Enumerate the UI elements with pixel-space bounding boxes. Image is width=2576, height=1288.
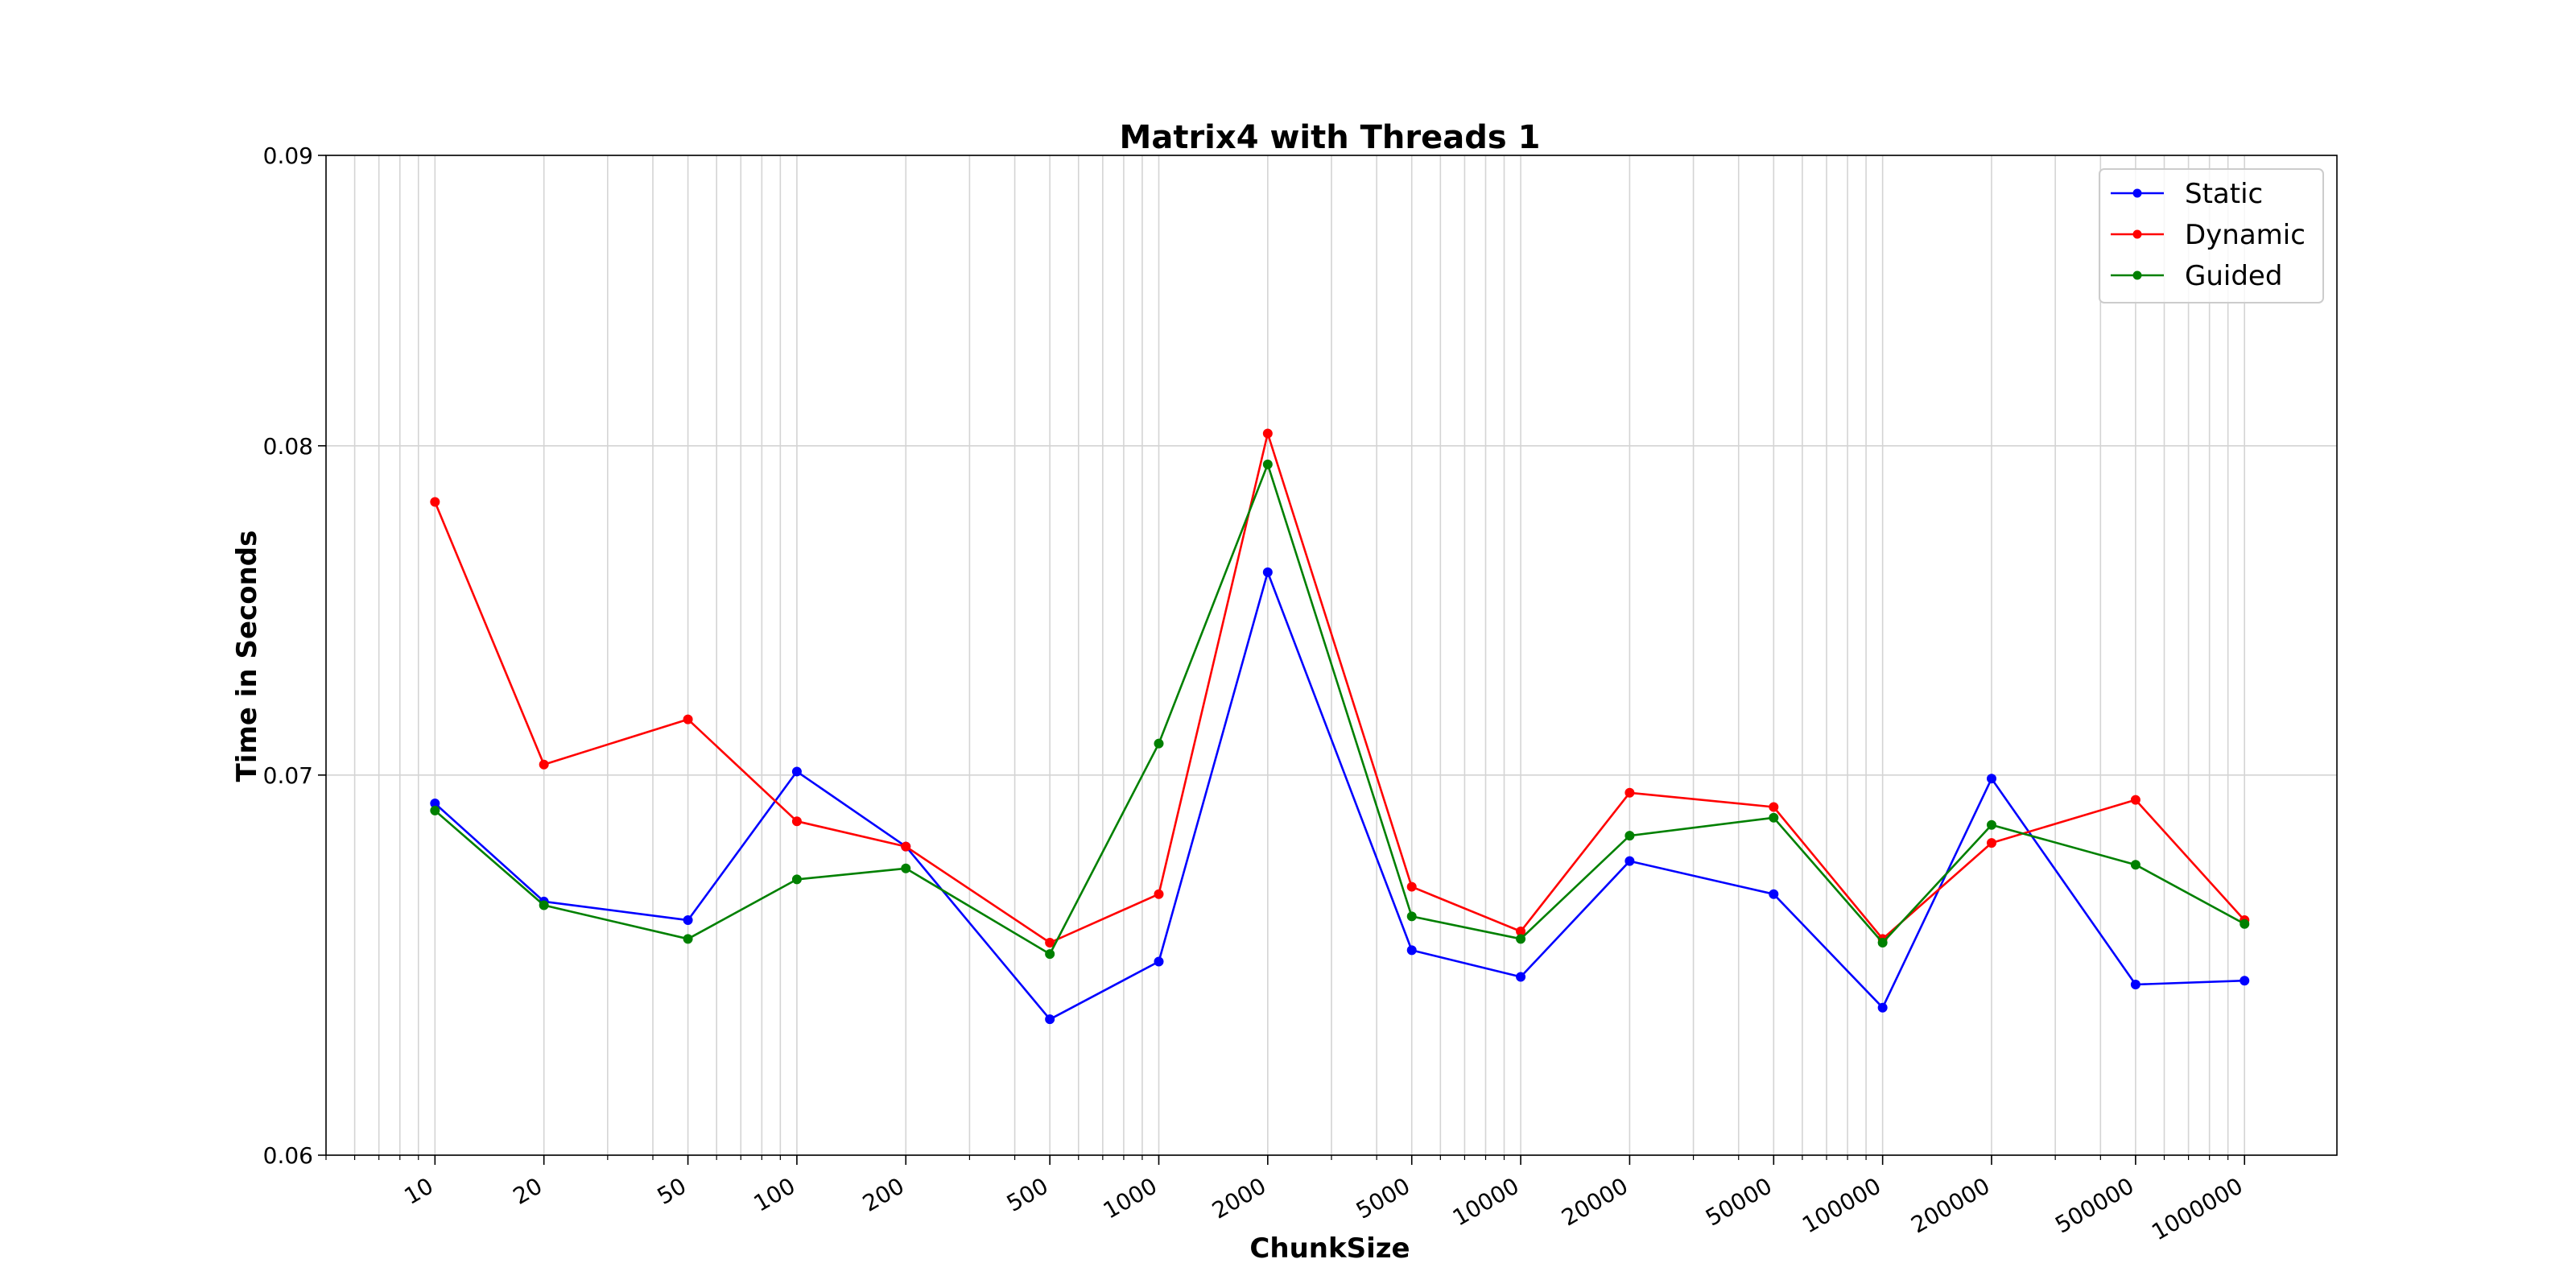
series-dynamic — [430, 428, 2250, 948]
x-tick-label: 20 — [509, 1172, 547, 1209]
y-axis-ticks: 0.06 0.07 0.08 0.09 — [263, 142, 326, 1169]
data-point — [683, 714, 693, 724]
data-point — [430, 805, 440, 815]
data-point — [1262, 459, 1273, 469]
legend-marker — [2132, 229, 2142, 239]
legend-box — [2099, 168, 2324, 303]
series-layer — [430, 428, 2250, 1025]
data-point — [1154, 889, 1164, 899]
data-point — [1406, 881, 1417, 892]
x-tick-label: 10 — [399, 1172, 437, 1209]
legend-marker — [2132, 270, 2142, 280]
x-tick-label: 1000000 — [2147, 1172, 2247, 1245]
series-line — [434, 432, 2246, 944]
data-point — [683, 934, 693, 944]
data-point — [2130, 860, 2140, 870]
series-static — [430, 567, 2250, 1025]
x-tick-label: 100 — [749, 1172, 800, 1216]
data-point — [1406, 911, 1417, 922]
data-point — [2130, 795, 2140, 805]
data-point — [1262, 567, 1273, 577]
x-tick-label: 200 — [858, 1172, 909, 1216]
x-axis-label: ChunkSize — [1249, 1232, 1410, 1265]
legend-item-static: Static — [2111, 178, 2263, 210]
x-tick-label: 1000 — [1099, 1172, 1162, 1224]
data-point — [2240, 919, 2250, 929]
x-tick-label: 500000 — [2050, 1172, 2138, 1238]
grid-lines — [326, 155, 2337, 1156]
x-tick-label: 50 — [653, 1172, 691, 1209]
y-tick-label: 0.08 — [263, 433, 313, 460]
y-tick-label: 0.06 — [263, 1142, 313, 1169]
y-tick-label: 0.07 — [263, 762, 313, 789]
chart-title: Matrix4 with Threads 1 — [1120, 119, 1541, 156]
y-axis-label: Time in Seconds — [231, 530, 263, 782]
data-point — [1045, 938, 1055, 948]
data-point — [1262, 428, 1273, 439]
data-point — [791, 874, 802, 885]
data-point — [1045, 1014, 1055, 1025]
data-point — [1986, 838, 1996, 848]
data-point — [2240, 976, 2250, 986]
x-tick-label: 2000 — [1208, 1172, 1270, 1224]
data-point — [791, 766, 802, 777]
series-line — [434, 571, 2245, 1021]
legend-item-dynamic: Dynamic — [2111, 219, 2306, 251]
data-point — [1624, 831, 1635, 841]
legend-label: Guided — [2185, 260, 2282, 292]
data-point — [1877, 1002, 1888, 1013]
x-tick-label: 50000 — [1701, 1172, 1777, 1231]
data-point — [901, 841, 911, 852]
series-guided — [430, 459, 2250, 960]
legend-marker — [2132, 188, 2142, 198]
y-tick-label: 0.09 — [263, 142, 313, 169]
data-point — [1624, 787, 1635, 798]
x-tick-label: 5000 — [1352, 1172, 1414, 1224]
legend-label: Static — [2185, 178, 2263, 210]
data-point — [2130, 979, 2140, 989]
x-tick-label: 500 — [1002, 1172, 1053, 1216]
data-point — [1769, 802, 1779, 812]
x-tick-label: 20000 — [1557, 1172, 1633, 1231]
data-point — [1769, 812, 1779, 823]
data-point — [1624, 856, 1635, 866]
legend-label: Dynamic — [2185, 219, 2306, 251]
x-tick-label: 200000 — [1906, 1172, 1994, 1238]
data-point — [539, 759, 549, 770]
data-point — [683, 915, 693, 926]
legend-item-guided: Guided — [2111, 260, 2282, 292]
data-point — [1406, 945, 1417, 956]
data-point — [1769, 889, 1779, 899]
x-tick-label: 100000 — [1798, 1172, 1885, 1238]
data-point — [1986, 774, 1996, 784]
data-point — [1154, 956, 1164, 967]
data-point — [1516, 972, 1526, 982]
data-point — [430, 497, 440, 507]
data-point — [1516, 934, 1526, 944]
x-tick-label: 10000 — [1448, 1172, 1524, 1231]
data-point — [539, 900, 549, 910]
legend: Static Dynamic Guided — [2099, 168, 2324, 303]
data-point — [791, 816, 802, 827]
data-point — [1986, 819, 1996, 830]
data-point — [1045, 949, 1055, 960]
data-point — [901, 863, 911, 873]
series-line — [434, 463, 2245, 956]
data-point — [1154, 738, 1164, 749]
data-point — [1877, 938, 1888, 948]
